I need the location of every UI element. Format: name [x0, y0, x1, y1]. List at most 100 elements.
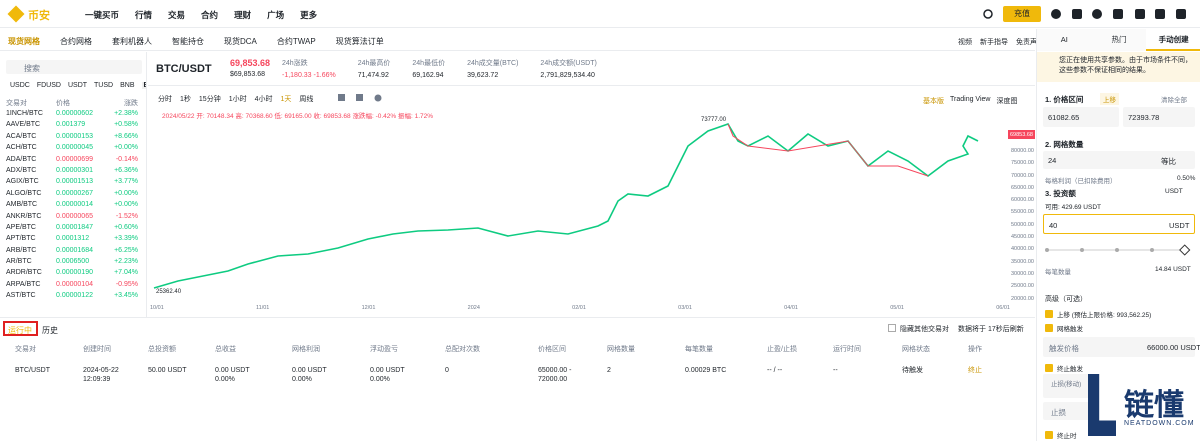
- sub-tab[interactable]: 套利机器人: [112, 37, 152, 46]
- grid-label: 2. 网格数量: [1045, 140, 1084, 149]
- quote-tab[interactable]: FDUSD: [36, 82, 61, 89]
- nav-item[interactable]: 合约: [201, 10, 219, 20]
- market-row[interactable]: ANKR/BTC 0.00000065 -1.52%: [6, 213, 142, 224]
- market-rows: 1INCH/BTC 0.00000602 +2.38% AAVE/BTC 0.00137…: [6, 110, 142, 304]
- stop-move-input[interactable]: 止损(移动): [1043, 374, 1091, 398]
- quote-tab[interactable]: BTC: [141, 82, 146, 89]
- help-link[interactable]: 视频: [958, 39, 972, 46]
- amount-input[interactable]: 40 USDT: [1043, 214, 1195, 234]
- opt-shift[interactable]: 上移 (预估上限价格: 993,562.25): [1045, 309, 1151, 319]
- interval[interactable]: 15分钟: [198, 96, 221, 103]
- quote-tab[interactable]: USDT: [67, 82, 88, 89]
- hide-others[interactable]: 隐藏其他交易对: [900, 326, 949, 333]
- market-row[interactable]: AAVE/BTC 0.001379 +0.58%: [6, 121, 142, 132]
- low-input[interactable]: 61082.65: [1043, 107, 1119, 127]
- quote-tab[interactable]: USDC: [10, 82, 30, 89]
- orders-cell: --: [833, 366, 838, 375]
- checkbox[interactable]: [888, 324, 896, 332]
- chart-view[interactable]: 基本版: [923, 98, 944, 105]
- opt-trigger-text: 网格触发: [1057, 326, 1083, 333]
- pair: ALGO/BTC: [6, 189, 42, 197]
- opt-stop[interactable]: 终止触发: [1045, 363, 1083, 373]
- market-row[interactable]: AR/BTC 0.0006500 +2.23%: [6, 258, 142, 269]
- market-row[interactable]: ARDR/BTC 0.00000190 +7.04%: [6, 269, 142, 280]
- orders-header-cell: 网格利润: [292, 346, 320, 353]
- orders-cell-line: 12:09:39: [83, 376, 111, 383]
- market-row[interactable]: ADX/BTC 0.00000301 +6.36%: [6, 167, 142, 178]
- help-link[interactable]: 新手指导: [980, 39, 1008, 46]
- interval[interactable]: 1小时: [228, 96, 247, 103]
- market-row[interactable]: ACA/BTC 0.00000153 +8.66%: [6, 133, 142, 144]
- opt-trigger[interactable]: 网格触发: [1045, 323, 1083, 333]
- watermark-brand: 链懂: [1124, 389, 1184, 422]
- amount-slider[interactable]: [1045, 244, 1195, 256]
- panel-tab[interactable]: 热门: [1091, 29, 1147, 51]
- orders-cell: 2024-05-22 12:09:39: [83, 366, 119, 384]
- orders-cell: -- / --: [767, 366, 782, 375]
- nav-item[interactable]: 交易: [168, 10, 186, 20]
- orders-cell-line: --: [833, 367, 838, 374]
- panel-tab[interactable]: AI: [1037, 29, 1092, 51]
- interval[interactable]: 周线: [299, 96, 314, 103]
- deposit-button[interactable]: 充值: [1003, 6, 1041, 22]
- market-row[interactable]: ALGO/BTC 0.00000267 +0.00%: [6, 190, 142, 201]
- stop-input[interactable]: 止损: [1043, 402, 1091, 420]
- interval[interactable]: 分时: [158, 96, 172, 103]
- sub-tab[interactable]: 合约TWAP: [276, 37, 316, 46]
- interval[interactable]: 4小时: [254, 96, 273, 103]
- market-row[interactable]: ADA/BTC 0.00000699 -0.14%: [6, 156, 142, 167]
- market-row[interactable]: APE/BTC 0.00001847 +0.60%: [6, 224, 142, 235]
- y-tick-label: 20000.00: [1011, 295, 1034, 302]
- opt-stop-time[interactable]: 终止时: [1045, 430, 1077, 440]
- high-input[interactable]: 72393.78: [1123, 107, 1195, 127]
- panel-tab[interactable]: 手动创建: [1146, 29, 1200, 51]
- quote-tab[interactable]: TUSD: [94, 82, 114, 89]
- nav-item[interactable]: 行情: [135, 10, 153, 20]
- help-link[interactable]: 免责声明: [1016, 39, 1044, 46]
- ticker-price-usd: $69,853.68: [230, 71, 266, 78]
- market-row[interactable]: APT/BTC 0.0001312 +3.39%: [6, 235, 142, 246]
- grid-mode[interactable]: 等比: [1161, 157, 1176, 166]
- invest-currency[interactable]: USDT: [1165, 188, 1183, 195]
- logo[interactable]: 币安: [28, 10, 50, 22]
- price: 0.00001684: [56, 246, 93, 254]
- stat-value: -1,180.33 -1.66%: [282, 72, 336, 79]
- nav-item[interactable]: 一键买币: [85, 10, 120, 20]
- nav-item[interactable]: 理财: [234, 10, 252, 20]
- market-row[interactable]: AMB/BTC 0.00000014 +0.00%: [6, 201, 142, 212]
- trigger-value: 66000.00 USDT: [1147, 343, 1200, 352]
- interval[interactable]: 1天: [280, 96, 292, 103]
- amount-unit: USDT: [1169, 221, 1190, 230]
- change: +2.23%: [114, 258, 138, 266]
- grid-input[interactable]: 24 等比: [1043, 151, 1195, 169]
- clear-all[interactable]: 清除全部: [1161, 97, 1187, 104]
- search-box[interactable]: 搜索: [6, 60, 142, 74]
- quote-tab[interactable]: BNB: [120, 82, 135, 89]
- trigger-input[interactable]: 触发价格 66000.00 USDT: [1043, 337, 1200, 357]
- interval[interactable]: 1秒: [180, 96, 191, 103]
- sub-tab[interactable]: 现货DCA: [224, 37, 257, 46]
- market-row[interactable]: 1INCH/BTC 0.00000602 +2.38%: [6, 110, 142, 121]
- market-row[interactable]: ARPA/BTC 0.00000104 -0.95%: [6, 281, 142, 292]
- sub-tab[interactable]: 智能持仓: [172, 37, 204, 46]
- orders-tab-running[interactable]: 运行中: [8, 326, 32, 335]
- price: 0.0001312: [56, 235, 90, 243]
- nav-item[interactable]: 广场: [267, 10, 285, 20]
- chart-view[interactable]: Trading View: [950, 96, 991, 103]
- orders-header-cell: 创建时间: [83, 346, 111, 353]
- pair: APT/BTC: [6, 235, 36, 243]
- chart-view[interactable]: 深度图: [996, 98, 1018, 105]
- market-row[interactable]: AST/BTC 0.00000122 +3.45%: [6, 292, 142, 303]
- sub-tab[interactable]: 合约网格: [60, 37, 92, 46]
- orders-tab-history[interactable]: 历史: [42, 326, 58, 335]
- market-row[interactable]: AGIX/BTC 0.00001513 +3.77%: [6, 178, 142, 189]
- sub-tab[interactable]: 现货算法订单: [335, 37, 384, 46]
- market-row[interactable]: ARB/BTC 0.00001684 +6.25%: [6, 247, 142, 258]
- sub-tab[interactable]: 现货网格: [8, 37, 40, 46]
- advanced[interactable]: 高级（可选）: [1045, 296, 1087, 303]
- nav-item[interactable]: 更多: [300, 10, 318, 20]
- market-row[interactable]: ACH/BTC 0.00000045 +0.00%: [6, 144, 142, 155]
- y-tick-label: 75000.00: [1011, 160, 1034, 167]
- x-tick-label: 03/01: [678, 305, 692, 311]
- stat-value: 39,623.72: [467, 72, 499, 79]
